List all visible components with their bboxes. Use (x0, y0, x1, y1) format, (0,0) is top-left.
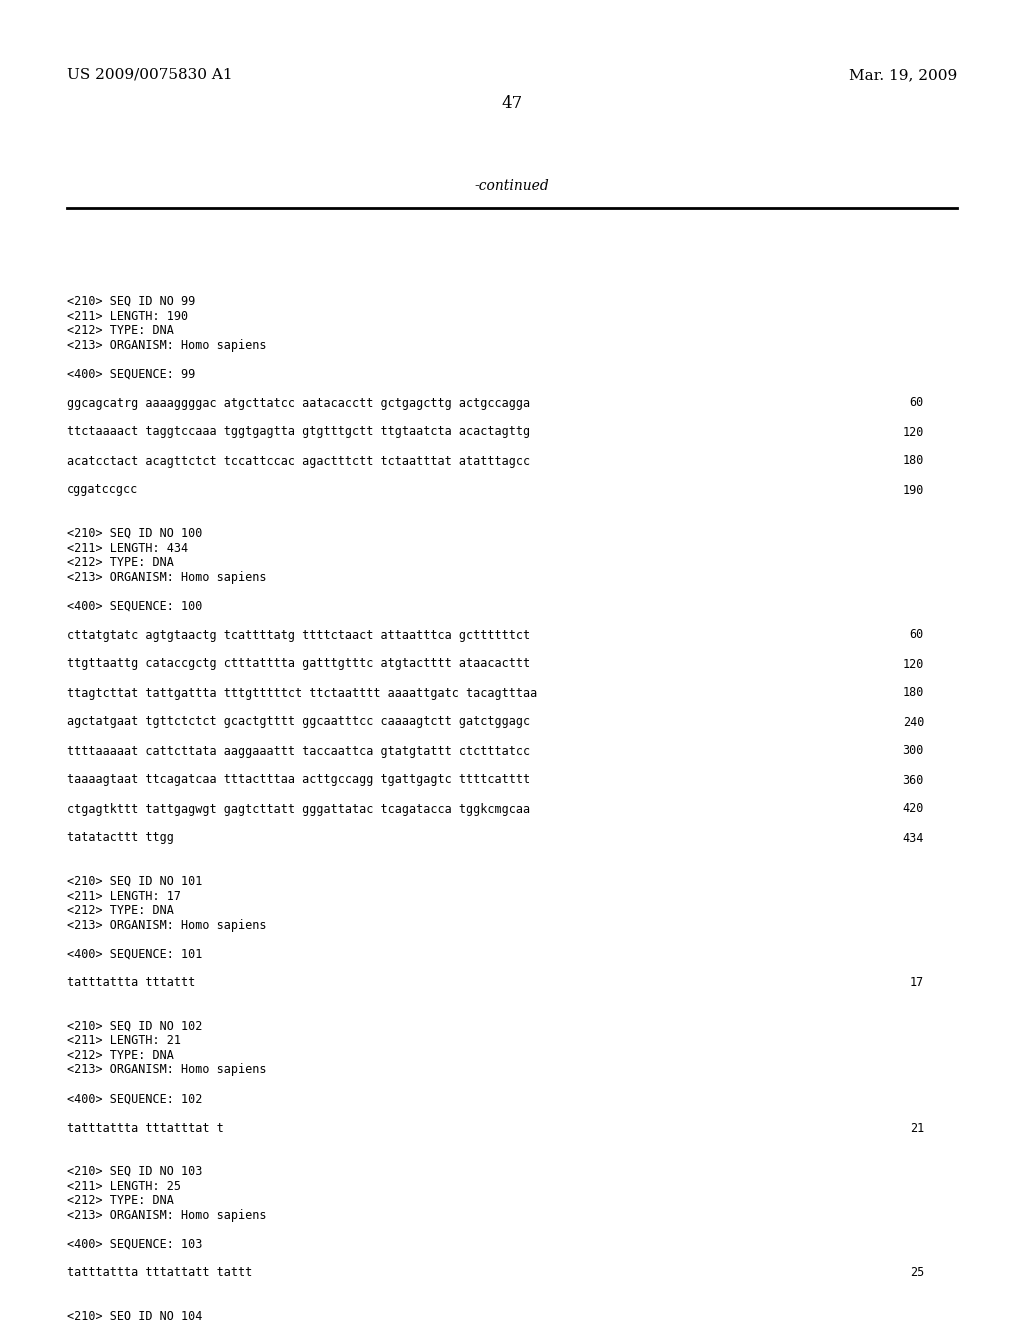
Text: <210> SEQ ID NO 100: <210> SEQ ID NO 100 (67, 527, 203, 540)
Text: ttttaaaaat cattcttata aaggaaattt taccaattca gtatgtattt ctctttatcc: ttttaaaaat cattcttata aaggaaattt taccaat… (67, 744, 530, 758)
Text: ggcagcatrg aaaaggggac atgcttatcc aatacacctt gctgagcttg actgccagga: ggcagcatrg aaaaggggac atgcttatcc aatacac… (67, 396, 530, 409)
Text: <211> LENGTH: 190: <211> LENGTH: 190 (67, 309, 188, 322)
Text: 21: 21 (909, 1122, 924, 1134)
Text: ttctaaaact taggtccaaa tggtgagtta gtgtttgctt ttgtaatcta acactagttg: ttctaaaact taggtccaaa tggtgagtta gtgtttg… (67, 425, 530, 438)
Text: ctgagtkttt tattgagwgt gagtcttatt gggattatac tcagatacca tggkcmgcaa: ctgagtkttt tattgagwgt gagtcttatt gggatta… (67, 803, 530, 816)
Text: <400> SEQUENCE: 102: <400> SEQUENCE: 102 (67, 1093, 203, 1106)
Text: <212> TYPE: DNA: <212> TYPE: DNA (67, 323, 174, 337)
Text: 300: 300 (902, 744, 924, 758)
Text: <213> ORGANISM: Homo sapiens: <213> ORGANISM: Homo sapiens (67, 338, 266, 351)
Text: <211> LENGTH: 21: <211> LENGTH: 21 (67, 1035, 181, 1048)
Text: tatttattta tttattatt tattt: tatttattta tttattatt tattt (67, 1266, 252, 1279)
Text: <211> LENGTH: 25: <211> LENGTH: 25 (67, 1180, 181, 1192)
Text: ttagtcttat tattgattta tttgtttttct ttctaatttt aaaattgatc tacagtttaa: ttagtcttat tattgattta tttgtttttct ttctaa… (67, 686, 538, 700)
Text: ttgttaattg cataccgctg ctttatttta gatttgtttc atgtactttt ataacacttt: ttgttaattg cataccgctg ctttatttta gatttgt… (67, 657, 530, 671)
Text: <210> SEQ ID NO 99: <210> SEQ ID NO 99 (67, 294, 196, 308)
Text: <400> SEQUENCE: 101: <400> SEQUENCE: 101 (67, 948, 203, 961)
Text: acatcctact acagttctct tccattccac agactttctt tctaatttat atatttagcc: acatcctact acagttctct tccattccac agacttt… (67, 454, 530, 467)
Text: <212> TYPE: DNA: <212> TYPE: DNA (67, 1049, 174, 1063)
Text: <210> SEQ ID NO 104: <210> SEQ ID NO 104 (67, 1309, 203, 1320)
Text: US 2009/0075830 A1: US 2009/0075830 A1 (67, 69, 232, 82)
Text: <212> TYPE: DNA: <212> TYPE: DNA (67, 904, 174, 917)
Text: <400> SEQUENCE: 100: <400> SEQUENCE: 100 (67, 599, 203, 612)
Text: <210> SEQ ID NO 102: <210> SEQ ID NO 102 (67, 1020, 203, 1034)
Text: tatatacttt ttgg: tatatacttt ttgg (67, 832, 174, 845)
Text: cttatgtatc agtgtaactg tcattttatg ttttctaact attaatttca gcttttttct: cttatgtatc agtgtaactg tcattttatg ttttcta… (67, 628, 530, 642)
Text: 190: 190 (902, 483, 924, 496)
Text: <212> TYPE: DNA: <212> TYPE: DNA (67, 1195, 174, 1206)
Text: <211> LENGTH: 17: <211> LENGTH: 17 (67, 890, 181, 903)
Text: <210> SEQ ID NO 101: <210> SEQ ID NO 101 (67, 875, 203, 888)
Text: <400> SEQUENCE: 99: <400> SEQUENCE: 99 (67, 367, 196, 380)
Text: 420: 420 (902, 803, 924, 816)
Text: 47: 47 (502, 95, 522, 112)
Text: <213> ORGANISM: Homo sapiens: <213> ORGANISM: Homo sapiens (67, 570, 266, 583)
Text: taaaagtaat ttcagatcaa tttactttaa acttgccagg tgattgagtc ttttcatttt: taaaagtaat ttcagatcaa tttactttaa acttgcc… (67, 774, 530, 787)
Text: 180: 180 (902, 686, 924, 700)
Text: 360: 360 (902, 774, 924, 787)
Text: -continued: -continued (475, 180, 549, 193)
Text: cggatccgcc: cggatccgcc (67, 483, 138, 496)
Text: Mar. 19, 2009: Mar. 19, 2009 (849, 69, 957, 82)
Text: <400> SEQUENCE: 103: <400> SEQUENCE: 103 (67, 1238, 203, 1250)
Text: agctatgaat tgttctctct gcactgtttt ggcaatttcc caaaagtctt gatctggagc: agctatgaat tgttctctct gcactgtttt ggcaatt… (67, 715, 530, 729)
Text: 60: 60 (909, 628, 924, 642)
Text: <211> LENGTH: 434: <211> LENGTH: 434 (67, 541, 188, 554)
Text: tatttattta tttatttat t: tatttattta tttatttat t (67, 1122, 224, 1134)
Text: 240: 240 (902, 715, 924, 729)
Text: 25: 25 (909, 1266, 924, 1279)
Text: 60: 60 (909, 396, 924, 409)
Text: 120: 120 (902, 657, 924, 671)
Text: 120: 120 (902, 425, 924, 438)
Text: <213> ORGANISM: Homo sapiens: <213> ORGANISM: Homo sapiens (67, 1064, 266, 1077)
Text: tatttattta tttattt: tatttattta tttattt (67, 977, 196, 990)
Text: <213> ORGANISM: Homo sapiens: <213> ORGANISM: Homo sapiens (67, 919, 266, 932)
Text: <212> TYPE: DNA: <212> TYPE: DNA (67, 556, 174, 569)
Text: <210> SEQ ID NO 103: <210> SEQ ID NO 103 (67, 1166, 203, 1177)
Text: <213> ORGANISM: Homo sapiens: <213> ORGANISM: Homo sapiens (67, 1209, 266, 1221)
Text: 434: 434 (902, 832, 924, 845)
Text: 180: 180 (902, 454, 924, 467)
Text: 17: 17 (909, 977, 924, 990)
